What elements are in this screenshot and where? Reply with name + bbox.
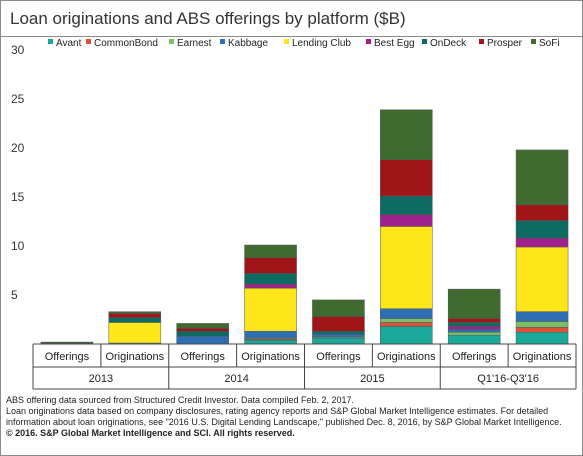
bar-segment-prosper — [312, 316, 365, 332]
legend-swatch-kabbage — [220, 39, 225, 44]
bar-segment-sofi — [244, 244, 297, 259]
bar-segment-best-egg — [447, 326, 501, 330]
chart-footer: ABS offering data sourced from Structure… — [6, 395, 578, 439]
bar-segment-sofi — [515, 149, 569, 206]
legend-label: OnDeck — [430, 38, 467, 49]
bar-segment-prosper — [244, 257, 297, 274]
chart-title: Loan originations and ABS offerings by p… — [10, 9, 406, 28]
y-tick-label: 20 — [11, 141, 25, 155]
y-tick-label: 30 — [11, 43, 25, 57]
legend-swatch-ondeck — [422, 39, 427, 44]
x-tick-label: Originations — [105, 351, 164, 363]
bar-segment-kabbage — [176, 335, 229, 345]
bar-segment-best-egg — [515, 237, 569, 248]
bar-segment-ondeck — [312, 331, 365, 335]
footer-copyright: © 2016. S&P Global Market Intelligence a… — [6, 428, 295, 438]
bar-segment-kabbage — [447, 329, 501, 333]
group-label: 2015 — [360, 373, 384, 385]
title-divider — [1, 36, 582, 37]
bar-segment-kabbage — [244, 331, 297, 339]
bar-segment-best-egg — [380, 214, 433, 227]
x-tick-label: Offerings — [180, 351, 225, 363]
bar-segment-avant — [515, 331, 569, 345]
bar-segment-best-egg — [244, 283, 297, 289]
bar-segment-lending-club — [244, 287, 297, 332]
legend-label: SoFi — [539, 38, 560, 49]
group-label: 2013 — [89, 373, 113, 385]
bar-segment-sofi — [176, 323, 229, 329]
bar-segment-commonbond — [380, 322, 433, 327]
bar-segment-prosper — [108, 313, 162, 318]
y-tick-label: 5 — [11, 288, 18, 302]
bar-segment-prosper — [447, 318, 501, 323]
bar-segment-avant — [447, 334, 501, 345]
x-tick-label: Offerings — [45, 351, 90, 363]
legend-swatch-lending-club — [284, 39, 289, 44]
bar-segment-kabbage — [515, 311, 569, 322]
bar-segment-avant — [244, 339, 297, 345]
bar-segment-kabbage — [312, 333, 365, 338]
bar-segment-prosper — [176, 328, 229, 332]
bar-segment-ondeck — [176, 331, 229, 337]
y-tick-label: 25 — [11, 92, 25, 106]
bar-segment-prosper — [380, 159, 433, 197]
x-tick-label: Originations — [241, 351, 300, 363]
legend-label: Lending Club — [292, 38, 351, 49]
x-tick-label: Originations — [377, 351, 436, 363]
bar-segment-ondeck — [108, 317, 162, 323]
bar-segment-lending-club — [108, 322, 162, 344]
legend-swatch-best-egg — [366, 39, 371, 44]
stacked-bar-chart: 5 10 15 20 25 30 Avant CommonBond Earnest Kabbage… — [11, 38, 577, 390]
bar-segment-ondeck — [515, 220, 569, 239]
legend-label: Earnest — [177, 38, 212, 49]
y-tick-label: 10 — [11, 239, 25, 253]
y-tick-label: 15 — [11, 190, 25, 204]
legend-label: Avant — [56, 38, 82, 49]
x-tick-label: Offerings — [316, 351, 361, 363]
bar-segment-sofi — [380, 109, 433, 161]
group-label: 2014 — [224, 373, 248, 385]
group-label: Q1'16-Q3'16 — [477, 373, 539, 385]
legend-swatch-earnest — [169, 39, 174, 44]
bar-segment-ondeck — [380, 195, 433, 215]
bar-segment-avant — [380, 326, 433, 345]
bar-segment-sofi — [447, 288, 501, 319]
legend-swatch-sofi — [531, 39, 536, 44]
legend-label: Prosper — [487, 38, 523, 49]
x-tick-label: Originations — [513, 351, 572, 363]
bar-segment-ondeck — [244, 273, 297, 285]
bar-segment-sofi — [312, 299, 365, 317]
x-tick-label: Offerings — [452, 351, 497, 363]
legend-swatch-avant — [48, 39, 53, 44]
bar-segment-commonbond — [515, 327, 569, 333]
bar-segment-sofi — [108, 311, 162, 314]
bar-segment-earnest — [515, 321, 569, 328]
legend-swatch-commonbond — [86, 39, 91, 44]
footer-originations-note: Loan originations data based on company … — [6, 406, 562, 427]
bar-segment-avant — [312, 337, 365, 345]
bar-segment-kabbage — [380, 308, 433, 319]
legend-label: Best Egg — [374, 38, 415, 49]
bar-segment-lending-club — [380, 226, 433, 309]
legend-label: Kabbage — [228, 38, 268, 49]
footer-source-note: ABS offering data sourced from Structure… — [6, 395, 355, 405]
bar-segment-ondeck — [447, 322, 501, 327]
bar-segment-lending-club — [515, 246, 569, 312]
bar-segment-earnest — [447, 331, 501, 336]
bar-segment-sofi — [40, 341, 94, 344]
bar-segment-prosper — [515, 204, 569, 221]
bar-segment-earnest — [380, 318, 433, 323]
legend-swatch-prosper — [479, 39, 484, 44]
legend-label: CommonBond — [94, 38, 158, 49]
